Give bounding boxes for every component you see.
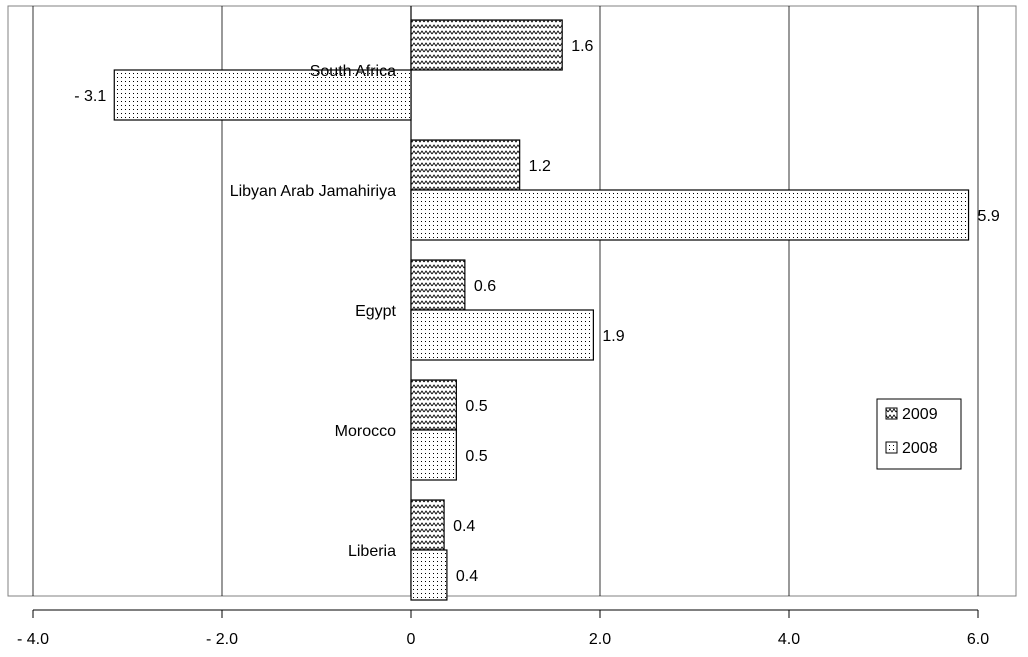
x-tick-label: 4.0 [778, 631, 800, 648]
data-label: 0.5 [465, 398, 487, 415]
data-label: 0.5 [465, 448, 487, 465]
category-label: Egypt [355, 303, 396, 320]
plot-area-border [7, 5, 1017, 597]
category-label: Morocco [335, 423, 396, 440]
x-tick-label: 6.0 [967, 631, 989, 648]
bar-2008-4 [410, 549, 448, 601]
data-label: 0.4 [453, 518, 475, 535]
bar-2008-2 [410, 309, 594, 361]
data-label: 0.4 [456, 568, 478, 585]
x-tick-label: - 4.0 [17, 631, 49, 648]
x-tick-label: 2.0 [589, 631, 611, 648]
data-label: 5.9 [978, 208, 1000, 225]
data-label: 1.2 [529, 158, 551, 175]
legend-label: 2009 [902, 406, 938, 423]
bar-2009-1 [410, 139, 521, 191]
legend-swatch-2008 [885, 441, 898, 454]
x-tick-label: 0 [407, 631, 416, 648]
category-label: South Africa [310, 63, 396, 80]
data-label: 1.6 [571, 38, 593, 55]
category-label: Libyan Arab Jamahiriya [230, 183, 396, 200]
bar-2009-0 [410, 19, 563, 71]
bar-2009-3 [410, 379, 457, 431]
bar-2008-3 [410, 429, 457, 481]
legend-label: 2008 [902, 440, 938, 457]
data-label: 1.9 [602, 328, 624, 345]
data-label: 0.6 [474, 278, 496, 295]
bar-2009-4 [410, 499, 445, 551]
x-tick-label: - 2.0 [206, 631, 238, 648]
bar-2008-1 [410, 189, 970, 241]
legend-swatch-2009 [885, 407, 898, 420]
bar-2008-0 [113, 69, 412, 121]
data-label: - 3.1 [74, 88, 106, 105]
category-label: Liberia [348, 543, 396, 560]
bar-2009-2 [410, 259, 466, 311]
